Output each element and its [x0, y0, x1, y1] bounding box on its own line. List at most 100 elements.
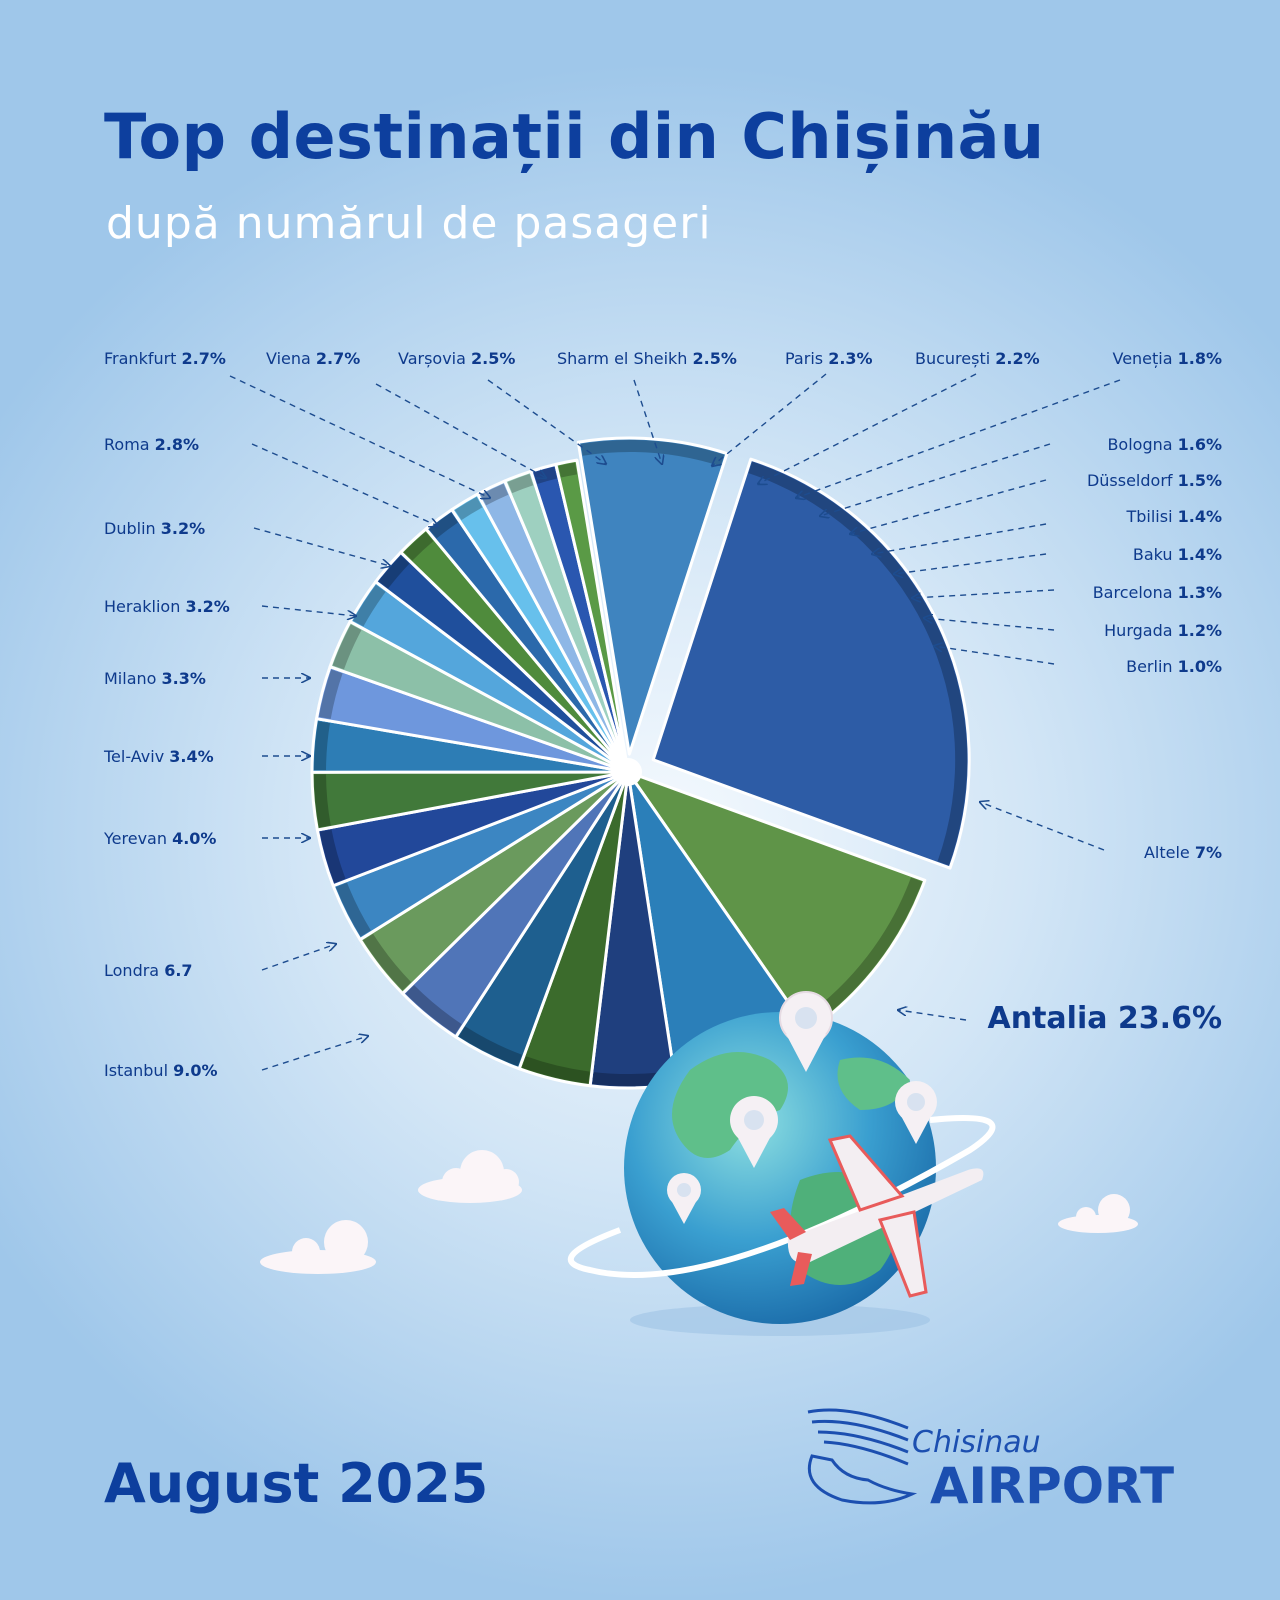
slice-label-istanbul: Istanbul 9.0% [104, 1061, 217, 1080]
leader-line-barcelona [912, 589, 1055, 598]
map-pin-icon [895, 1081, 937, 1144]
pie-slice-rim-varsovia [314, 721, 330, 771]
continent-shape [672, 1052, 788, 1158]
slice-label-value: 2.3% [828, 349, 872, 368]
leader-line-varsovia [487, 379, 606, 464]
pie-slice-rim-altele [580, 440, 725, 467]
pie-slice-rim-tel-aviv [521, 1056, 590, 1084]
slice-label-heraklion: Heraklion 3.2% [104, 597, 230, 616]
slice-label-value: 1.4% [1178, 507, 1222, 526]
slice-label-yerevan: Yerevan 4.0% [103, 829, 216, 848]
slice-label-value: 3.2% [161, 519, 205, 538]
slice-label-antalia: Antalia 23.6% [988, 1001, 1223, 1036]
slice-label-value: 1.6% [1178, 435, 1222, 454]
map-pin-icon [667, 1173, 701, 1224]
pie-slice-rim-bucuresti [352, 584, 386, 627]
slice-label-name: Bologna [1107, 435, 1177, 454]
slice-label-value: 3.2% [185, 597, 229, 616]
slice-label-name: Antalia [988, 1001, 1118, 1036]
slice-label-barcelona: Barcelona 1.3% [1093, 583, 1222, 602]
continent-shape [837, 1057, 910, 1110]
leader-line-heraklion [261, 605, 356, 616]
leader-line-viena [375, 383, 546, 478]
pie-slice-rim-roma [335, 882, 371, 937]
pie-slice-rim-frankfurt [319, 829, 346, 883]
slice-label-bucuresti: București 2.2% [915, 349, 1040, 368]
pie-slice-berlin [554, 458, 630, 774]
leader-line-dublin [253, 527, 390, 566]
report-month: August 2025 [104, 1452, 489, 1515]
pie-center [614, 758, 642, 786]
pie-slice-rim-bologna [403, 531, 434, 561]
leader-line-altele [980, 802, 1105, 851]
globe-illustration [567, 991, 996, 1336]
page-subtitle: după numărul de pasageri [106, 198, 712, 249]
hand-icon [807, 1454, 918, 1505]
leader-line-bucuresti [758, 373, 977, 484]
pie-slice-rim-dublin [362, 933, 412, 991]
slice-label-value: 1.4% [1178, 545, 1222, 564]
slice-label-berlin: Berlin 1.0% [1126, 657, 1222, 676]
slice-label-value: 1.0% [1178, 657, 1222, 676]
slice-label-value: 7% [1195, 843, 1222, 862]
slice-label-londra: Londra 6.7 [104, 961, 193, 980]
page-title: Top destinații din Chișinău [104, 100, 1045, 173]
slice-label-bologna: Bologna 1.6% [1107, 435, 1222, 454]
slice-label-name: Varșovia [398, 349, 471, 368]
leader-line-dusseldorf [850, 479, 1047, 534]
slice-label-value: 3.3% [162, 669, 206, 688]
pie-slice-rim-baku [480, 483, 509, 506]
slice-label-roma: Roma 2.8% [104, 435, 199, 454]
cloud-icon [1058, 1194, 1138, 1233]
slice-label-name: Tbilisi [1125, 507, 1177, 526]
slice-label-hurgada: Hurgada 1.2% [1104, 621, 1222, 640]
slice-label-value: 1.5% [1178, 471, 1222, 490]
leader-line-londra [261, 944, 336, 971]
slice-label-name: Paris [785, 349, 828, 368]
slice-label-value: 2.5% [693, 349, 737, 368]
slice-label-name: Roma [104, 435, 155, 454]
slice-label-name: Londra [104, 961, 164, 980]
slice-label-venetia: Veneția 1.8% [1112, 349, 1222, 368]
leader-line-berlin [934, 646, 1055, 665]
slice-label-name: Altele [1144, 843, 1195, 862]
slice-label-value: 23.6% [1118, 1001, 1222, 1036]
leader-line-bologna [820, 443, 1051, 516]
slice-label-name: Sharm el Sheikh [557, 349, 693, 368]
slice-label-varsovia: Varșovia 2.5% [398, 349, 515, 368]
slice-label-value: 9.0% [173, 1061, 217, 1080]
pie-slice-rim-berlin [558, 462, 578, 478]
slice-label-value: 2.7% [182, 349, 226, 368]
leader-lines [229, 373, 1121, 1071]
slice-label-value: 4.0% [172, 829, 216, 848]
slice-label-frankfurt: Frankfurt 2.7% [104, 349, 226, 368]
leader-line-baku [894, 553, 1047, 574]
slice-label-sharm-el-sheikh: Sharm el Sheikh 2.5% [557, 349, 737, 368]
pie-slice-rim-venetia [378, 555, 410, 589]
slice-label-milano: Milano 3.3% [104, 669, 206, 688]
chisinau-airport-logo: Chisinau AIRPORT [807, 1408, 1174, 1515]
slice-label-name: Yerevan [103, 829, 172, 848]
slice-label-value: 6.7 [164, 961, 192, 980]
slice-label-value: 2.2% [995, 349, 1039, 368]
leader-line-roma [251, 443, 438, 526]
slice-label-name: Barcelona [1093, 583, 1178, 602]
pie-slices [310, 436, 971, 1090]
slice-label-paris: Paris 2.3% [785, 349, 873, 368]
slice-label-name: Milano [104, 669, 162, 688]
pie-slice-rim-dusseldorf [429, 512, 458, 539]
map-pin-icon [730, 1096, 778, 1168]
leader-line-istanbul [261, 1036, 368, 1071]
slice-label-viena: Viena 2.7% [266, 349, 360, 368]
orbit-ring [567, 1115, 996, 1278]
leader-line-tbilisi [872, 523, 1047, 554]
slice-label-name: Dublin [104, 519, 161, 538]
slice-label-name: Viena [266, 349, 316, 368]
slice-label-name: Berlin [1126, 657, 1178, 676]
slice-label-name: Hurgada [1104, 621, 1177, 640]
pie-slice-rim-sharm-el-sheikh [318, 669, 343, 719]
leader-line-venetia [796, 379, 1121, 498]
cloud-icon [418, 1150, 522, 1203]
globe-icon [624, 1012, 936, 1324]
slice-label-name: Düsseldorf [1087, 471, 1178, 490]
